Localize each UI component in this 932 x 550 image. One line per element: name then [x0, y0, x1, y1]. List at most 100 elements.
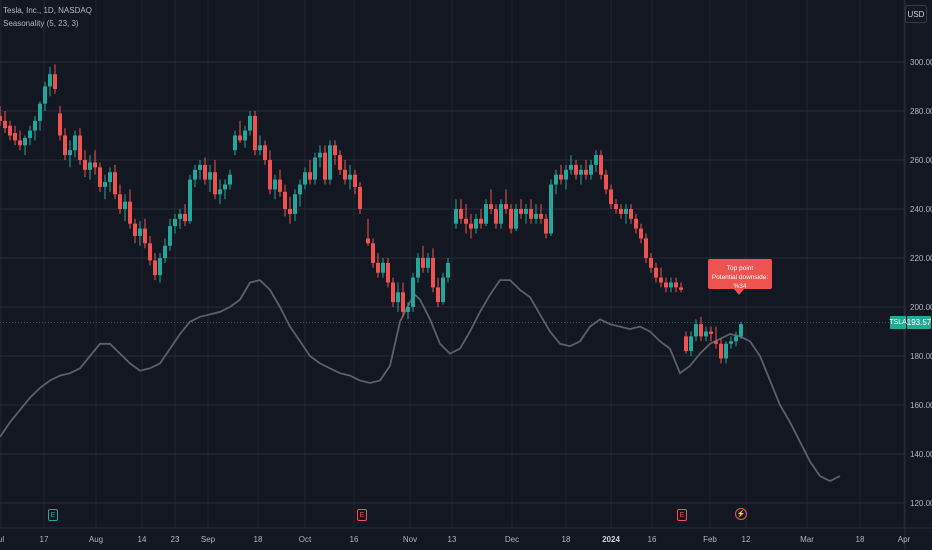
candle-body: [148, 243, 152, 261]
candle-body: [614, 204, 618, 209]
candle: [23, 135, 27, 156]
candle: [499, 199, 503, 229]
symbol-title[interactable]: Tesla, Inc., 1D, NASDAQ: [3, 6, 92, 15]
candle-body: [529, 209, 533, 219]
candle-body: [43, 86, 47, 104]
candle: [198, 160, 202, 180]
candle-body: [223, 184, 227, 190]
candle-body: [98, 167, 102, 187]
candle-body: [103, 182, 107, 187]
candle: [634, 213, 638, 234]
candle: [734, 331, 738, 347]
candle: [659, 267, 663, 288]
currency-button[interactable]: USD: [905, 5, 927, 23]
candle: [524, 204, 528, 224]
candle: [396, 282, 400, 312]
candle: [366, 218, 370, 246]
candle-body: [328, 145, 332, 180]
candle: [253, 111, 257, 156]
indicator-title[interactable]: Seasonality (5, 23, 3): [3, 19, 79, 28]
candle: [188, 174, 192, 224]
candle: [223, 179, 227, 200]
candle: [78, 128, 82, 165]
candle: [704, 326, 708, 342]
ticker-label: TSLA: [889, 316, 907, 329]
candle: [283, 184, 287, 217]
candle: [238, 120, 242, 143]
candle-body: [629, 209, 633, 219]
candle: [614, 199, 618, 214]
candle: [569, 155, 573, 175]
candle: [118, 184, 122, 214]
seasonality-callout[interactable]: Top point Potential downside: %34: [708, 259, 772, 290]
candle: [431, 248, 435, 293]
candle-body: [273, 179, 277, 190]
time-axis[interactable]: ul 17 Aug 14 23 Sep 18 Oct 16 Nov 13 Dec 18 2024 16 Feb…: [0, 535, 911, 544]
candle: [474, 213, 478, 234]
time-tick-label: 12: [742, 535, 751, 544]
candle: [38, 101, 42, 131]
candle-body: [549, 184, 553, 234]
candle-body: [426, 258, 430, 268]
candle-body: [338, 155, 342, 170]
candle-body: [88, 162, 92, 170]
candle-body: [263, 145, 267, 160]
candle-body: [83, 160, 87, 170]
candle: [629, 204, 633, 224]
candle: [401, 282, 405, 317]
candle: [203, 157, 207, 185]
candle-body: [233, 135, 237, 151]
candle-body: [624, 209, 628, 214]
candle-body: [0, 115, 2, 121]
candle: [519, 199, 523, 219]
candle-body: [293, 194, 297, 214]
candle-body: [489, 204, 493, 209]
candle: [103, 174, 107, 200]
candle: [416, 253, 420, 283]
candle: [263, 140, 267, 165]
candle: [489, 189, 493, 214]
time-tick-label: Aug: [89, 535, 103, 544]
candle-body: [33, 120, 37, 131]
earnings-marker-icon[interactable]: E: [48, 509, 58, 521]
seasonality-path: [0, 279, 841, 483]
price-tick-label: 120.00: [910, 499, 932, 508]
seasonality-line: [0, 279, 841, 483]
time-tick-label: 18: [562, 535, 571, 544]
candle-body: [534, 213, 538, 219]
candle-body: [353, 174, 357, 187]
candle: [153, 253, 157, 281]
price-scale[interactable]: 300.00 280.00 260.00 240.00 220.00 200.00 180.…: [910, 58, 932, 508]
candle-body: [479, 218, 483, 224]
lightning-event-icon[interactable]: ⚡: [735, 508, 747, 520]
candle: [113, 164, 117, 200]
candle-body: [734, 336, 738, 342]
candle: [123, 194, 127, 222]
candle-body: [609, 189, 613, 205]
candle: [479, 209, 483, 229]
candle-body: [23, 137, 27, 146]
candle: [88, 155, 92, 180]
candle-body: [238, 135, 242, 141]
candle-body: [396, 292, 400, 303]
candle: [63, 128, 67, 160]
candle: [218, 179, 222, 205]
candle: [669, 277, 673, 293]
candle: [494, 204, 498, 229]
candle: [333, 140, 337, 165]
candle-body: [348, 174, 352, 180]
candle: [484, 199, 488, 227]
candle: [579, 164, 583, 185]
earnings-marker-icon[interactable]: E: [677, 509, 687, 521]
candle-body: [118, 194, 122, 209]
candle-body: [58, 113, 62, 136]
candle: [328, 140, 332, 185]
candle: [464, 204, 468, 234]
candle-body: [193, 169, 197, 180]
candle-body: [128, 201, 132, 224]
candle: [639, 223, 643, 244]
candle-body: [386, 262, 390, 283]
candle-body: [3, 120, 7, 129]
earnings-marker-icon[interactable]: E: [357, 509, 367, 521]
